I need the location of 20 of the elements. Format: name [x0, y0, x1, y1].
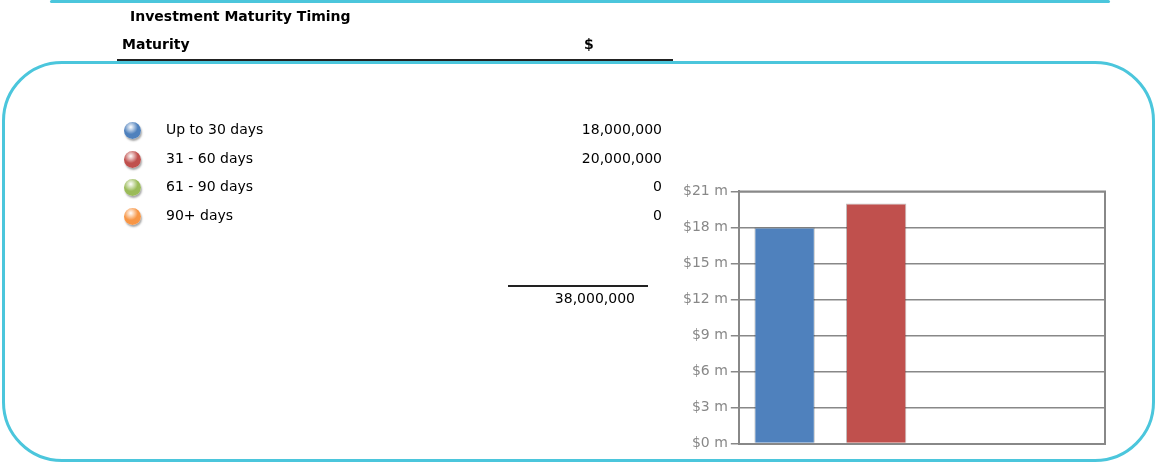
legend-label: 61 - 90 days — [166, 178, 254, 194]
text: $ — [584, 36, 594, 52]
legend-label: 31 - 60 days — [166, 149, 254, 166]
text: 20,000,000 — [581, 149, 662, 166]
y-tick-label: $9 m — [691, 326, 728, 343]
text: Maturity — [122, 36, 190, 52]
text: 18,000,000 — [581, 121, 662, 137]
y-tick-label: $0 m — [691, 434, 728, 451]
y-tick-label: $6 m — [691, 362, 728, 379]
legend-label: Up to 30 days — [166, 121, 264, 137]
legend-label: 90+ days — [166, 206, 234, 223]
y-tick-label: $3 m — [691, 398, 728, 415]
text: Investment Maturity Timing — [130, 8, 351, 24]
y-tick-label: $21 m — [683, 182, 728, 199]
y-tick-label: $18 m — [683, 218, 728, 235]
text: 0 — [653, 178, 662, 194]
text: 38,000,000 — [554, 290, 635, 306]
y-tick-label: $12 m — [683, 290, 728, 307]
text: 0 — [653, 206, 662, 223]
y-tick-label: $15 m — [683, 254, 728, 271]
